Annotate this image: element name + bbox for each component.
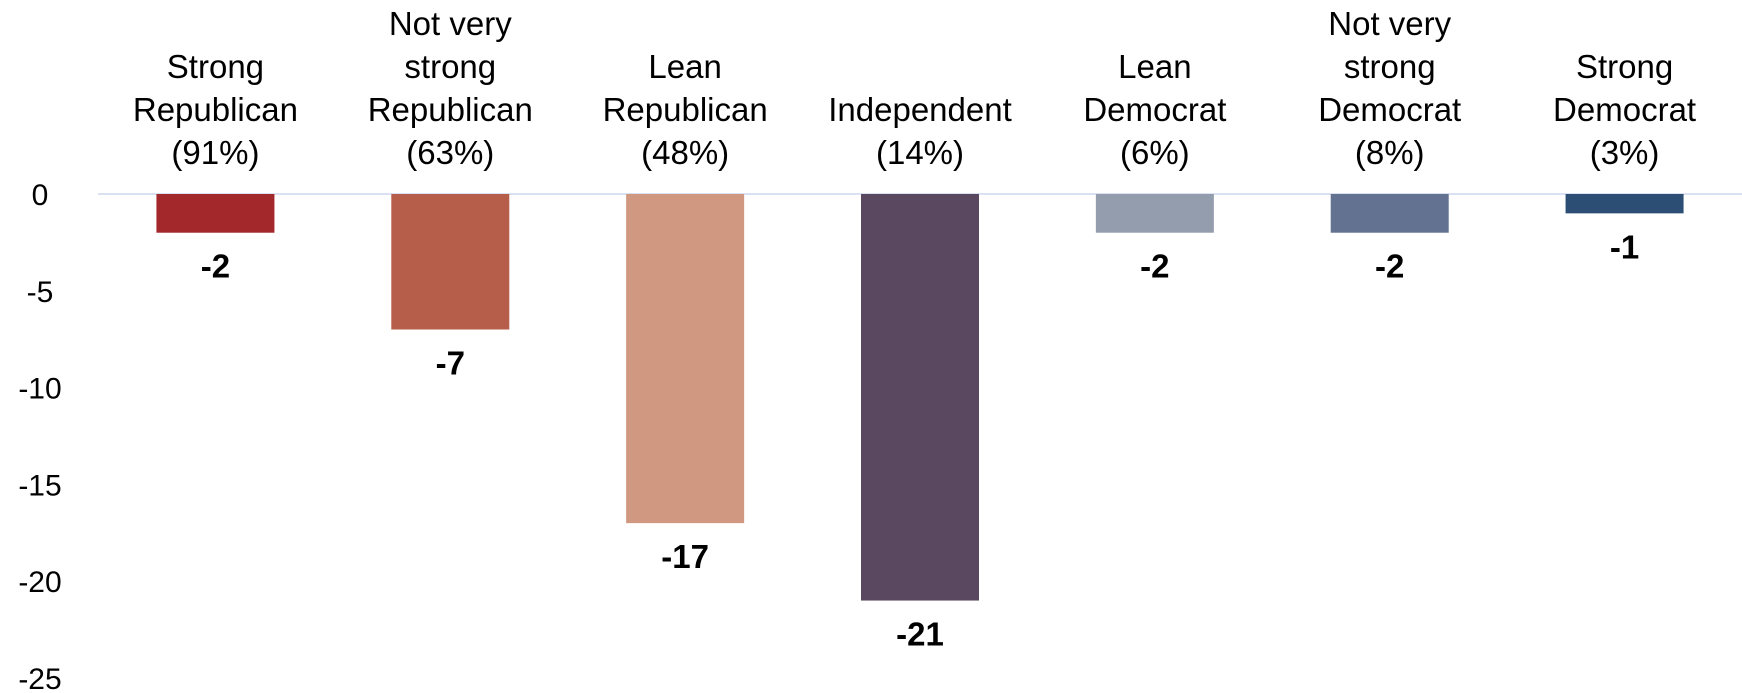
data-label: -7	[436, 345, 465, 382]
category-label-line: Democrat	[1083, 91, 1226, 128]
data-label: -2	[1375, 248, 1404, 285]
data-label: -21	[896, 616, 944, 653]
bar	[861, 194, 979, 601]
category-label-line: Republican	[603, 91, 768, 128]
category-labels: Strong Republican (91%) Not very strong Repub…	[133, 5, 1696, 171]
y-tick-label: -25	[18, 663, 61, 693]
category-label-line: (91%)	[171, 134, 259, 171]
category-label-line: Democrat	[1553, 91, 1696, 128]
data-label: -1	[1610, 228, 1639, 265]
data-label: -2	[1140, 248, 1169, 285]
category-label: Lean Republican (48%)	[603, 48, 768, 171]
category-label-line: strong	[404, 48, 496, 85]
y-tick-label: -15	[18, 469, 61, 502]
y-tick-label: -5	[27, 276, 54, 309]
category-label-line: (6%)	[1120, 134, 1190, 171]
category-label: Lean Democrat (6%)	[1083, 48, 1226, 171]
category-label-line: Republican	[368, 91, 533, 128]
category-label-line: Republican	[133, 91, 298, 128]
category-label-line: (8%)	[1355, 134, 1425, 171]
category-label-line: Lean	[1118, 48, 1191, 85]
bar	[156, 194, 275, 233]
category-label-line: Not very	[1328, 5, 1451, 42]
category-label: Independent (14%)	[828, 91, 1012, 171]
y-axis-ticks: 0 -5 -10 -15 -20 -25	[18, 179, 61, 693]
category-label-line: (63%)	[406, 134, 494, 171]
bar	[391, 194, 510, 330]
bar	[626, 194, 745, 524]
data-label: -17	[661, 538, 709, 575]
bar	[1095, 194, 1214, 233]
y-tick-label: -10	[18, 373, 61, 406]
category-label: Not very strong Democrat (8%)	[1318, 5, 1461, 171]
category-label-line: Strong	[167, 48, 264, 85]
category-label-line: (14%)	[876, 134, 964, 171]
data-labels: -2 -7 -17 -21 -2 -2 -1	[201, 228, 1639, 652]
category-label-line: (3%)	[1590, 134, 1660, 171]
category-label-line: (48%)	[641, 134, 729, 171]
bars	[156, 194, 1684, 601]
category-label-line: strong	[1344, 48, 1436, 85]
y-tick-label: -20	[18, 566, 61, 599]
category-label: Not very strong Republican (63%)	[368, 5, 533, 171]
category-label-line: Independent	[828, 91, 1012, 128]
category-label-line: Strong	[1576, 48, 1673, 85]
category-label: Strong Democrat (3%)	[1553, 48, 1696, 171]
data-label: -2	[201, 248, 230, 285]
y-tick-label: 0	[32, 179, 49, 212]
category-label-line: Democrat	[1318, 91, 1461, 128]
category-label-line: Not very	[389, 5, 512, 42]
bar	[1330, 194, 1449, 233]
category-label-line: Lean	[648, 48, 721, 85]
category-label: Strong Republican (91%)	[133, 48, 298, 171]
bar	[1565, 194, 1684, 214]
